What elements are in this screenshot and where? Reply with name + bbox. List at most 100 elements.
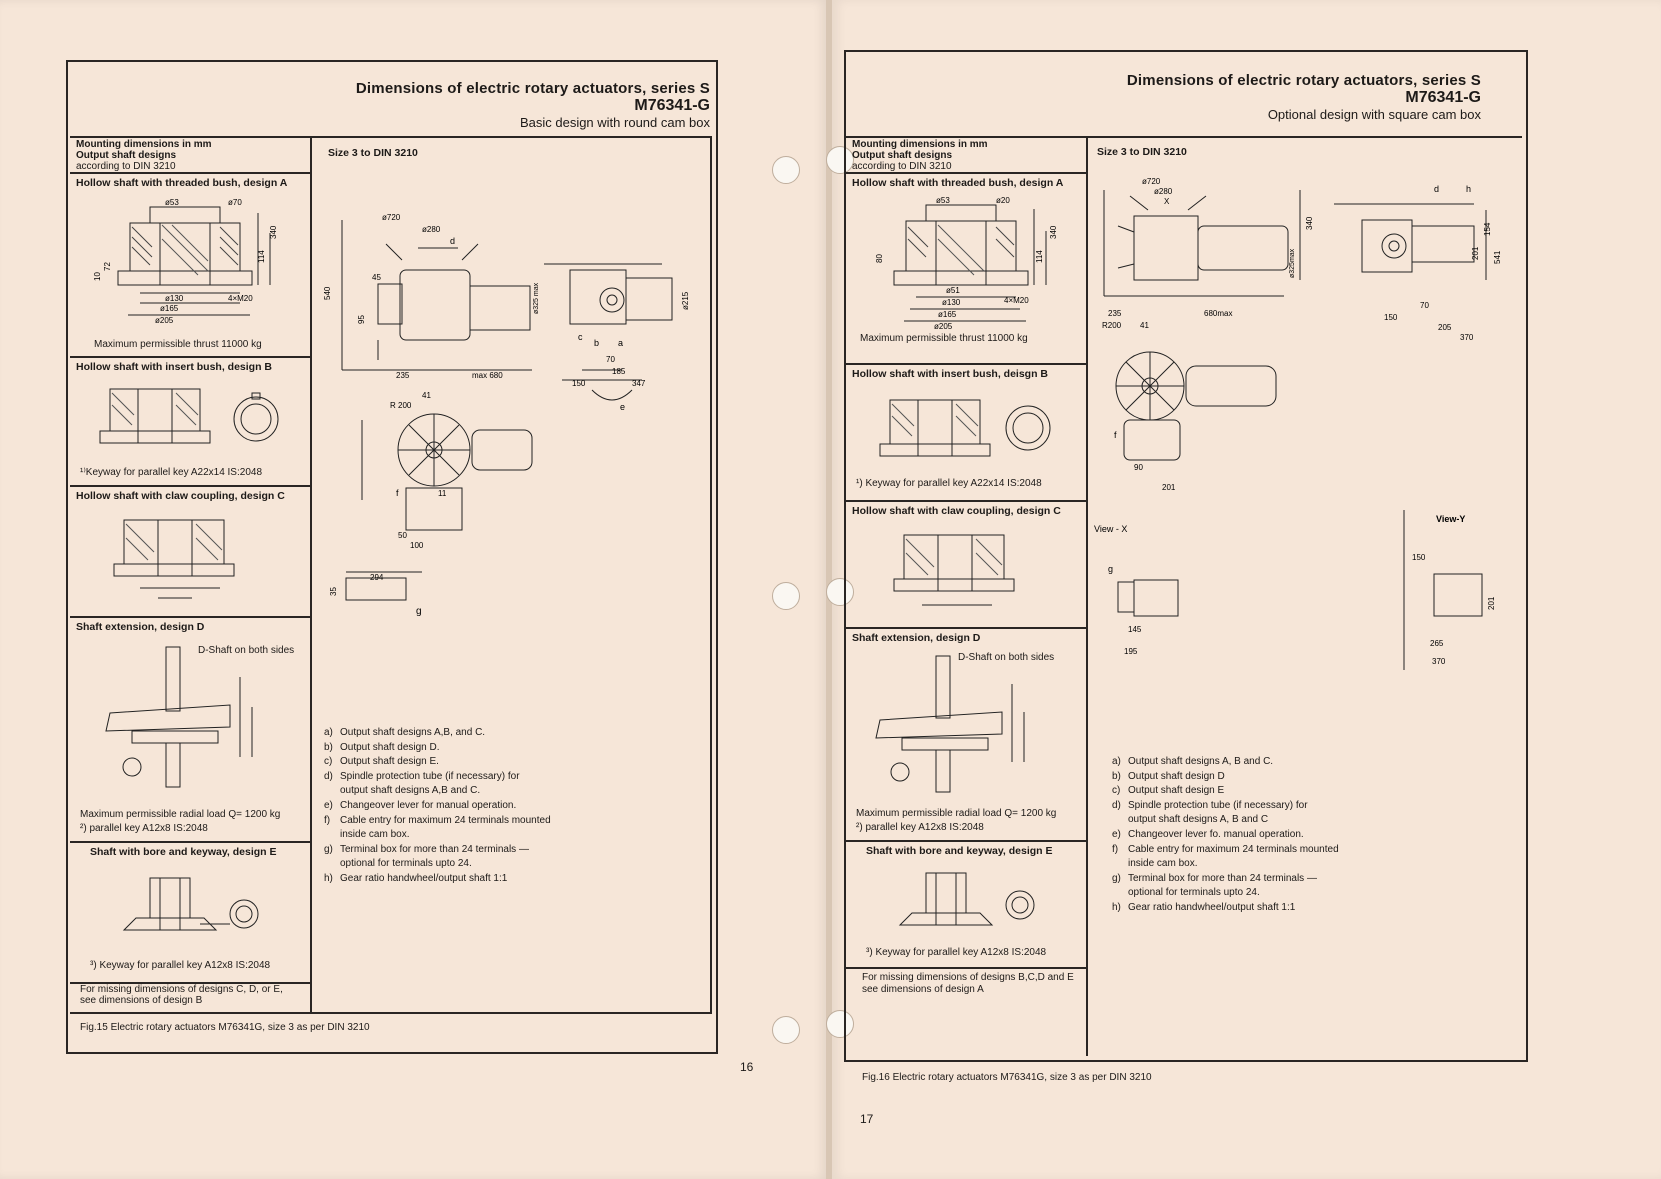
- right-inner-frame: [846, 136, 1522, 1052]
- dim-a-130: ø130: [942, 298, 961, 307]
- design-e-drawing: [80, 868, 300, 958]
- mount-head-line1: Mounting dimensions in mm: [852, 139, 988, 150]
- dim-d-201: 201: [1471, 246, 1480, 260]
- label-d-g: g: [416, 606, 422, 617]
- binder-hole: [826, 578, 854, 606]
- legend-item: g) Terminal box for more than 24 terminal…: [1112, 872, 1317, 884]
- legend-item: inside cam box.: [1128, 858, 1198, 870]
- binder-hole: [772, 156, 800, 184]
- legend-item: h) Gear ratio handwheel/output shaft 1:1: [1112, 901, 1296, 913]
- right-size-label: Size 3 to DIN 3210: [1097, 146, 1187, 158]
- right-design-d: Shaft extension, design D D-Shaft on bot…: [846, 628, 1086, 842]
- left-title-block: Dimensions of electric rotary actuators,…: [290, 80, 710, 130]
- dim-d-145: 145: [1128, 625, 1142, 634]
- dim-a-51: ø51: [946, 286, 960, 295]
- label-d-a: a: [618, 338, 623, 348]
- label-d-d: d: [450, 236, 455, 246]
- label-d-h: h: [1466, 184, 1471, 194]
- legend-item: c) Output shaft design E: [1112, 785, 1225, 797]
- dim-d-150: 150: [1384, 313, 1398, 322]
- dim-a-340: 340: [1049, 225, 1058, 239]
- legend-item: a) Output shaft designs A, B and C.: [1112, 756, 1274, 767]
- left-design-c: Hollow shaft with claw coupling, design …: [70, 486, 310, 618]
- right-design-b: Hollow shaft with insert bush, deisgn B …: [846, 364, 1086, 502]
- dim-d-201b: 201: [1162, 483, 1176, 492]
- dim-a-53: ø53: [165, 198, 179, 207]
- dim-d-720: ø720: [1142, 177, 1161, 186]
- dim-a-80: 80: [875, 254, 884, 263]
- right-subtitle: Optional design with square cam box: [1267, 107, 1481, 122]
- legend-item: b) Output shaft design D.: [324, 741, 440, 753]
- right-design-a: Hollow shaft with threaded bush, design …: [846, 173, 1086, 365]
- left-missing-note: For missing dimensions of designs C, D, …: [80, 984, 283, 1006]
- legend-item: g) Terminal box for more than 24 terminal…: [324, 843, 529, 855]
- design-e-title: Shaft with bore and keyway, design E: [866, 845, 1053, 857]
- dim-a-53: ø53: [936, 196, 950, 205]
- dim-a-70: ø70: [228, 198, 242, 207]
- dim-d-41: 41: [1140, 321, 1149, 330]
- left-mount-head: Mounting dimensions in mm Output shaft d…: [70, 136, 310, 174]
- design-d-note2: ²) parallel key A12x8 IS:2048: [80, 823, 208, 834]
- dim-d-370: 370: [1460, 333, 1474, 342]
- dim-d-280: ø280: [1154, 187, 1173, 196]
- dim-d-325: ø325 max: [533, 282, 540, 314]
- design-d-title: Shaft extension, design D: [852, 632, 981, 644]
- dim-d-95: 95: [357, 315, 366, 324]
- hollow-shaft-a-section: [118, 207, 270, 315]
- design-d-note2: ²) parallel key A12x8 IS:2048: [856, 822, 984, 833]
- dim-a-165: ø165: [938, 310, 957, 319]
- dim-d-100: 100: [410, 541, 424, 550]
- dim-d-max680: max 680: [472, 371, 503, 380]
- legend-item: b) Output shaft design D: [1112, 770, 1225, 782]
- left-design-b: Hollow shaft with insert bush, design B …: [70, 357, 310, 487]
- design-a-title: Hollow shaft with threaded bush, design …: [852, 177, 1064, 189]
- design-e-title: Shaft with bore and keyway, design E: [90, 846, 277, 858]
- right-design-e: Shaft with bore and keyway, design E ³) …: [846, 841, 1086, 969]
- dim-d-45: 45: [372, 273, 381, 282]
- dim-d-35: 35: [329, 587, 338, 596]
- design-a-drawing: ø53 ø70 ø130 ø165 ø205 4×M20 340 114 72 …: [93, 198, 278, 325]
- right-model: M76341-G: [1405, 89, 1481, 106]
- legend-item: optional for terminals upto 24.: [1128, 887, 1260, 899]
- left-caption: Fig.15 Electric rotary actuators M76341G…: [80, 1022, 370, 1033]
- dim-a-114: 114: [257, 250, 266, 263]
- label-d-b: b: [594, 338, 599, 348]
- dim-a-205: ø205: [155, 316, 174, 325]
- legend-item: output shaft designs A, B and C: [1128, 814, 1269, 826]
- label-d-f: f: [1114, 430, 1117, 440]
- dim-a-72: 72: [103, 262, 112, 271]
- dim-a-10: 10: [93, 272, 102, 281]
- label-d-e: e: [620, 402, 625, 412]
- design-a-title: Hollow shaft with threaded bush, design …: [76, 177, 288, 189]
- dim-d-200: R200: [1102, 321, 1122, 330]
- label-d-f: f: [396, 488, 399, 498]
- right-design-column: Mounting dimensions in mm Output shaft d…: [846, 136, 1088, 1056]
- legend-item: inside cam box.: [340, 829, 410, 841]
- label-d-d: d: [1434, 184, 1439, 194]
- design-d-title: Shaft extension, design D: [76, 621, 205, 633]
- dim-d-347: 347: [632, 379, 646, 388]
- left-size-label: Size 3 to DIN 3210: [328, 147, 418, 159]
- dim-d-41: 41: [422, 391, 431, 400]
- binder-hole: [826, 1010, 854, 1038]
- legend-item: d) Spindle protection tube (if necessary)…: [1112, 799, 1308, 811]
- dim-d-205: 205: [1438, 323, 1452, 332]
- binder-hole: [826, 146, 854, 174]
- legend-item: h) Gear ratio handwheel/output shaft 1:1: [324, 872, 508, 884]
- legend-item: f) Cable entry for maximum 24 terminals m…: [1112, 843, 1339, 855]
- design-c-title: Hollow shaft with claw coupling, design …: [852, 505, 1061, 517]
- dim-d-201c: 201: [1487, 596, 1496, 610]
- design-d-note1: Maximum permissible radial load Q= 1200 …: [856, 808, 1057, 819]
- dim-d-215: ø215: [681, 291, 690, 310]
- design-e-note: ³) Keyway for parallel key A12x8 IS:2048: [866, 947, 1047, 958]
- dim-d-235: 235: [396, 371, 410, 380]
- left-page-number: 16: [740, 1060, 754, 1074]
- binder-hole: [772, 1016, 800, 1044]
- mount-head-line2: Output shaft designs: [852, 150, 952, 161]
- legend-item: optional for terminals upto 24.: [340, 858, 472, 870]
- view-x-label: View - X: [1094, 524, 1127, 534]
- legend-item: e) Changeover lever fo. manual operation.: [1112, 828, 1304, 840]
- dim-d-90: 90: [1134, 463, 1143, 472]
- dim-a-m20: 4×M20: [228, 294, 253, 303]
- dim-a-114: 114: [1035, 250, 1044, 263]
